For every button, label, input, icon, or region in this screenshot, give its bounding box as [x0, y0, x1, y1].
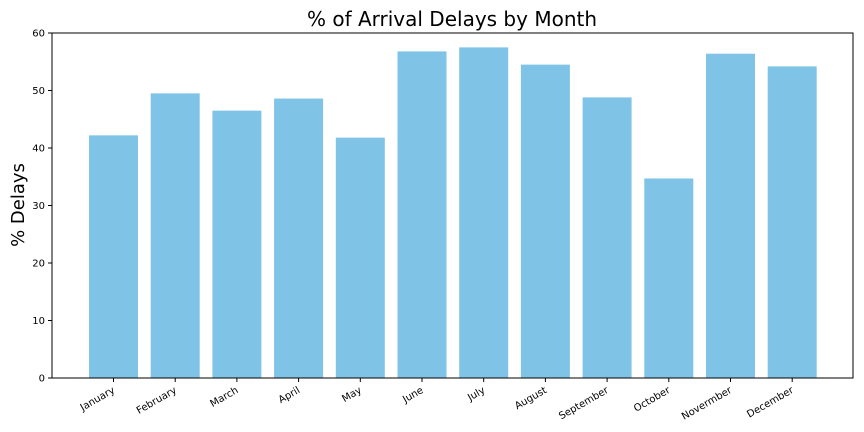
- x-tick-label: May: [340, 385, 363, 405]
- bar-june: [397, 51, 447, 379]
- y-tick-label: 10: [32, 316, 45, 327]
- y-tick-label: 40: [32, 144, 45, 155]
- y-tick-label: 50: [32, 86, 45, 97]
- x-tick-label: July: [465, 385, 487, 404]
- chart-title: % of Arrival Delays by Month: [307, 7, 597, 31]
- x-tick-label: August: [513, 385, 549, 412]
- bar-may: [335, 137, 385, 378]
- x-tick-label: Novermber: [680, 385, 735, 423]
- x-tick-label: October: [632, 385, 673, 415]
- bar-september: [582, 97, 632, 379]
- y-tick-label: 0: [39, 374, 45, 385]
- x-tick-label: January: [78, 385, 117, 414]
- x-tick-label: March: [208, 385, 240, 410]
- bars-group: [89, 47, 817, 379]
- bar-march: [212, 110, 262, 379]
- x-tick-label: September: [557, 385, 611, 423]
- bar-december: [767, 66, 817, 378]
- x-tick-label: April: [277, 385, 302, 406]
- y-tick-label: 20: [32, 259, 45, 270]
- x-tick-label: February: [135, 385, 179, 417]
- bar-august: [520, 64, 570, 379]
- bar-april: [274, 98, 324, 379]
- bar-novermber: [706, 53, 755, 378]
- x-tick-label: June: [400, 385, 425, 406]
- x-axis: January February March April May June July Augu…: [78, 378, 796, 423]
- bar-july: [459, 47, 509, 379]
- x-tick-label: December: [745, 385, 796, 421]
- bar-october: [644, 178, 694, 378]
- y-tick-label: 30: [32, 201, 45, 212]
- bar-february: [150, 93, 200, 379]
- y-axis: 0 10 20 30 40 50 60: [32, 29, 52, 385]
- y-axis-label: % Delays: [8, 163, 29, 247]
- y-tick-label: 60: [32, 29, 45, 40]
- plot-frame: [51, 32, 854, 379]
- bar-january: [89, 135, 138, 378]
